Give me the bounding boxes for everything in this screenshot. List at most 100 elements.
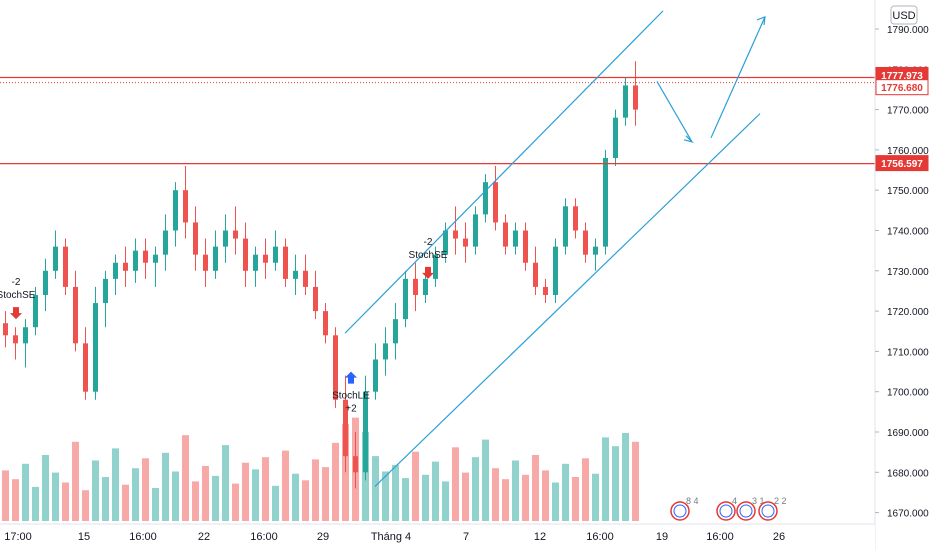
y-tick-label: 1700.000 bbox=[887, 388, 929, 399]
x-tick-label: 17:00 bbox=[4, 531, 32, 543]
buy-arrow-icon bbox=[345, 371, 357, 384]
flag-icon bbox=[761, 504, 775, 518]
volume-bar bbox=[522, 474, 529, 521]
currency-text: USD bbox=[892, 10, 915, 22]
candle-body bbox=[503, 222, 508, 247]
candle-body bbox=[543, 286, 548, 295]
event-count: 3 1 bbox=[752, 496, 765, 506]
y-tick-label: 1730.000 bbox=[887, 267, 929, 278]
event-count: 2 2 bbox=[774, 496, 787, 506]
volume-bar bbox=[162, 452, 169, 521]
candle-body bbox=[273, 246, 278, 263]
candle-body bbox=[83, 343, 88, 392]
candle-body bbox=[3, 323, 8, 336]
volume-bar bbox=[52, 472, 59, 521]
volume-bar bbox=[232, 483, 239, 521]
volume-bar bbox=[382, 471, 389, 521]
y-tick-label: 1770.000 bbox=[887, 106, 929, 117]
candle-body bbox=[63, 246, 68, 287]
volume-bar bbox=[442, 481, 449, 521]
projection-down-line bbox=[656, 81, 693, 143]
event-badge[interactable]: 4 bbox=[716, 496, 737, 521]
candle-body bbox=[553, 246, 558, 295]
volume-bar bbox=[482, 439, 489, 521]
signal-annotations: -2 StochSE -2 StochSE StochLE +2 bbox=[0, 237, 448, 415]
candle-body bbox=[433, 254, 438, 279]
time-axis[interactable]: 17:00 15 16:00 22 16:00 29 Tháng 4 7 12 16:00 19 16… bbox=[0, 523, 875, 550]
candle-body bbox=[183, 190, 188, 223]
sell-arrow-icon bbox=[422, 266, 434, 279]
y-tick-label: 1740.000 bbox=[887, 227, 929, 238]
sell-signal: -2 StochSE bbox=[0, 277, 36, 320]
volume-bar bbox=[552, 482, 559, 521]
event-badge[interactable]: 3 1 bbox=[736, 496, 765, 521]
volume-bar bbox=[12, 479, 19, 521]
candle-body bbox=[463, 238, 468, 247]
volume-bar bbox=[572, 477, 579, 521]
x-tick-label: 16:00 bbox=[586, 531, 614, 543]
candle-body bbox=[423, 278, 428, 295]
candle-body bbox=[563, 206, 568, 247]
volume-bar bbox=[602, 437, 609, 521]
volume-bar bbox=[402, 478, 409, 521]
candle-body bbox=[33, 294, 38, 328]
candle-body bbox=[203, 254, 208, 271]
volume-bar bbox=[342, 424, 349, 521]
x-tick-label: 16:00 bbox=[706, 531, 734, 543]
volume-bar bbox=[172, 471, 179, 521]
candle-body bbox=[523, 230, 528, 263]
candle-body bbox=[353, 456, 358, 473]
x-tick-label: 19 bbox=[656, 531, 668, 543]
flag-icon bbox=[673, 504, 687, 518]
price-line-label: 1756.597 bbox=[881, 159, 923, 170]
event-badge[interactable]: 8 4 bbox=[670, 496, 699, 521]
x-tick-label: 12 bbox=[534, 531, 546, 543]
volume-bar bbox=[202, 466, 209, 521]
candle-body bbox=[133, 250, 138, 271]
volume-bars bbox=[2, 417, 639, 521]
candle-body bbox=[123, 262, 128, 271]
volume-bar bbox=[312, 459, 319, 521]
candle-body bbox=[233, 230, 238, 239]
flag-icon bbox=[719, 504, 733, 518]
projection-up-line bbox=[710, 16, 766, 139]
volume-bar bbox=[612, 446, 619, 521]
volume-bar bbox=[322, 467, 329, 521]
candle-body bbox=[603, 157, 608, 247]
event-badge[interactable]: 2 2 bbox=[758, 496, 787, 521]
candle-body bbox=[13, 335, 18, 344]
price-axis[interactable]: 1790.0001780.0001770.0001760.0001750.000… bbox=[874, 0, 932, 550]
signal-label-bottom: +2 bbox=[345, 404, 357, 415]
x-tick-label: 16:00 bbox=[250, 531, 278, 543]
event-count: 4 bbox=[732, 496, 737, 506]
candle-body bbox=[333, 335, 338, 400]
volume-bar bbox=[422, 474, 429, 521]
volume-bar bbox=[142, 458, 149, 521]
volume-bar bbox=[302, 480, 309, 521]
x-tick-label: 15 bbox=[78, 531, 90, 543]
candle-body bbox=[453, 230, 458, 239]
y-tick-label: 1710.000 bbox=[887, 347, 929, 358]
volume-bar bbox=[242, 462, 249, 521]
buy-signal: StochLE +2 bbox=[332, 371, 370, 415]
price-line-label-box bbox=[875, 79, 929, 96]
event-count: 8 4 bbox=[686, 496, 699, 506]
drawings[interactable] bbox=[0, 10, 875, 487]
candle-body bbox=[373, 359, 378, 392]
volume-bar bbox=[22, 463, 29, 521]
volume-bar bbox=[452, 447, 459, 521]
volume-bar bbox=[632, 441, 639, 521]
volume-bar bbox=[122, 484, 129, 521]
volume-bar bbox=[282, 450, 289, 521]
volume-bar bbox=[192, 481, 199, 521]
volume-bar bbox=[252, 469, 259, 521]
candle-body bbox=[93, 303, 98, 392]
signal-label-top: StochLE bbox=[332, 391, 370, 402]
volume-bar bbox=[512, 460, 519, 521]
volume-bar bbox=[292, 473, 299, 521]
candle-body bbox=[53, 246, 58, 271]
event-badges[interactable]: 8 4 4 3 1 2 2 bbox=[670, 496, 787, 521]
sell-arrow-icon bbox=[10, 307, 22, 320]
volume-bar bbox=[472, 457, 479, 521]
